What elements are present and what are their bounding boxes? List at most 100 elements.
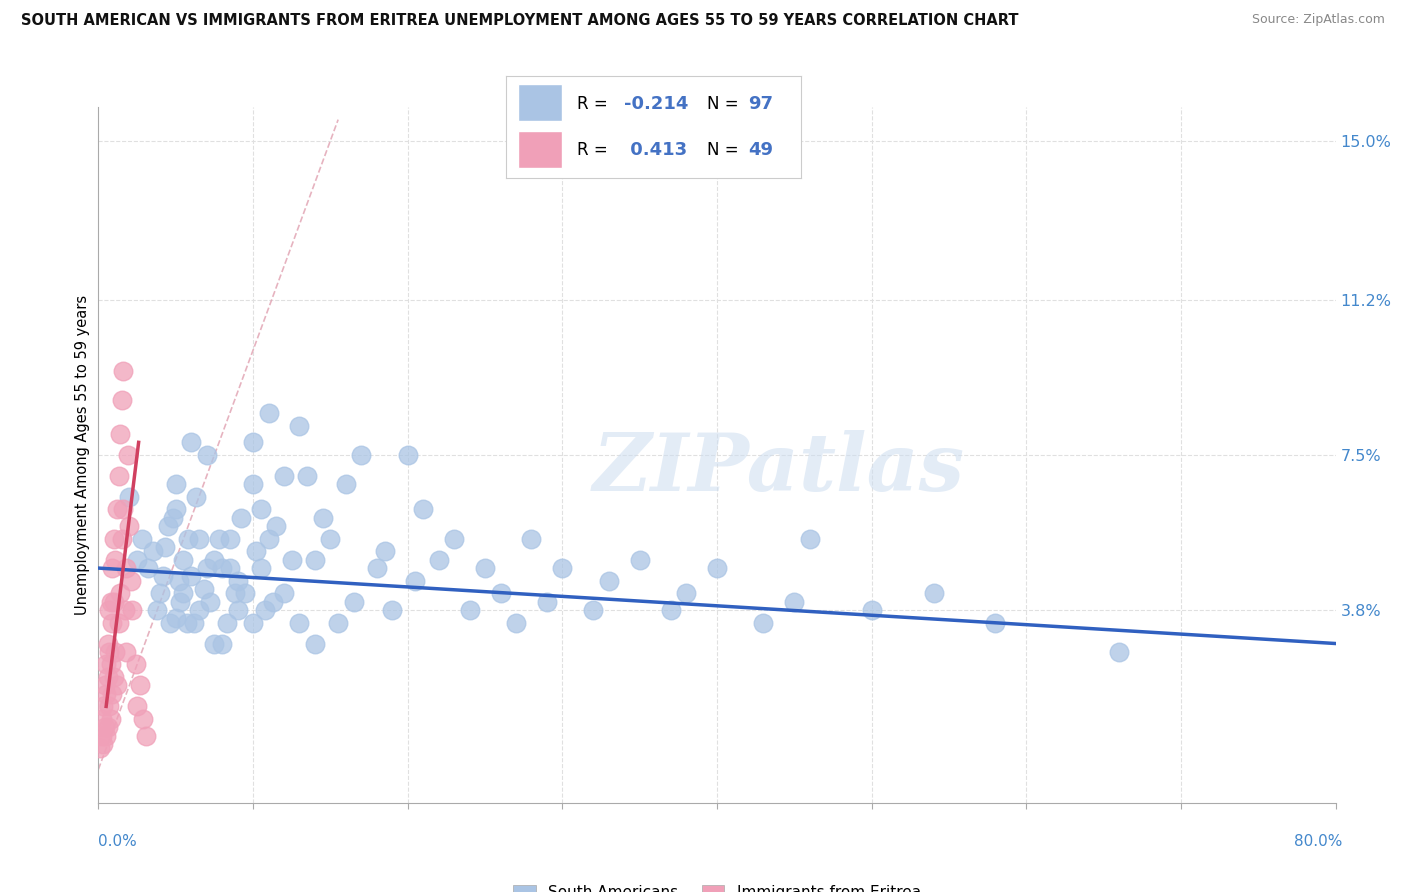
Point xyxy=(97,670,120,684)
Point xyxy=(118,519,141,533)
Point xyxy=(173,586,195,600)
Point xyxy=(204,636,226,650)
Point xyxy=(312,510,335,524)
Point xyxy=(107,615,129,630)
Point xyxy=(93,720,115,734)
Point xyxy=(127,552,149,566)
Point xyxy=(799,532,821,546)
Point xyxy=(180,435,202,450)
Point xyxy=(536,594,558,608)
Point xyxy=(226,574,249,588)
Point xyxy=(91,699,114,714)
Point xyxy=(184,490,207,504)
Point xyxy=(177,532,200,546)
Point xyxy=(405,574,427,588)
Point xyxy=(188,603,211,617)
Point xyxy=(165,477,187,491)
Point xyxy=(273,468,295,483)
Text: Source: ZipAtlas.com: Source: ZipAtlas.com xyxy=(1251,13,1385,27)
Point xyxy=(101,615,124,630)
Point xyxy=(103,532,125,546)
Point xyxy=(103,670,125,684)
Point xyxy=(288,418,311,433)
Point xyxy=(167,574,190,588)
Point xyxy=(180,569,202,583)
Point xyxy=(752,615,775,630)
Point xyxy=(254,603,277,617)
Point xyxy=(304,636,326,650)
Point xyxy=(242,435,264,450)
Point xyxy=(195,561,218,575)
Point xyxy=(112,502,135,516)
Point xyxy=(129,678,152,692)
Point xyxy=(176,615,198,630)
Point xyxy=(173,552,195,566)
Point xyxy=(297,468,319,483)
Text: 80.0%: 80.0% xyxy=(1295,834,1343,849)
Text: 49: 49 xyxy=(748,141,773,159)
Bar xyxy=(517,84,562,121)
Point xyxy=(381,603,404,617)
Point xyxy=(183,615,205,630)
Point xyxy=(96,729,118,743)
Point xyxy=(659,603,682,617)
Point xyxy=(97,720,120,734)
Point xyxy=(103,594,125,608)
Point xyxy=(131,532,153,546)
Text: -0.214: -0.214 xyxy=(624,95,689,112)
Point xyxy=(257,532,280,546)
Point xyxy=(157,519,180,533)
Point xyxy=(474,561,496,575)
Point xyxy=(96,657,118,672)
Point xyxy=(706,561,728,575)
Point xyxy=(91,737,114,751)
Text: SOUTH AMERICAN VS IMMIGRANTS FROM ERITREA UNEMPLOYMENT AMONG AGES 55 TO 59 YEARS: SOUTH AMERICAN VS IMMIGRANTS FROM ERITRE… xyxy=(21,13,1018,29)
Point xyxy=(100,594,122,608)
Text: N =: N = xyxy=(707,95,744,112)
Point xyxy=(112,364,135,378)
Point xyxy=(114,603,136,617)
Point xyxy=(242,615,264,630)
Point xyxy=(257,406,280,420)
Point xyxy=(396,448,419,462)
Point xyxy=(226,603,249,617)
Point xyxy=(783,594,806,608)
Point xyxy=(104,645,127,659)
Point xyxy=(188,532,211,546)
Point xyxy=(162,510,184,524)
Point xyxy=(211,636,233,650)
Point xyxy=(97,636,120,650)
Point xyxy=(458,603,481,617)
Point xyxy=(242,477,264,491)
Point xyxy=(104,552,127,566)
Point xyxy=(198,594,221,608)
Point xyxy=(98,603,121,617)
Point xyxy=(108,427,131,442)
Point xyxy=(245,544,267,558)
Point xyxy=(101,687,124,701)
Point xyxy=(127,699,149,714)
Point xyxy=(93,678,115,692)
Text: R =: R = xyxy=(576,95,613,112)
Point xyxy=(165,502,187,516)
Point xyxy=(204,552,226,566)
Point xyxy=(135,729,157,743)
Point xyxy=(169,594,191,608)
Point xyxy=(343,594,366,608)
Point xyxy=(374,544,396,558)
Point xyxy=(146,603,169,617)
Point xyxy=(288,615,311,630)
Point xyxy=(107,468,129,483)
Point xyxy=(108,586,131,600)
Point xyxy=(89,741,111,756)
Point xyxy=(262,594,284,608)
Point xyxy=(111,532,134,546)
Point xyxy=(101,561,124,575)
Point xyxy=(211,561,233,575)
Point xyxy=(551,561,574,575)
Point xyxy=(100,712,122,726)
Point xyxy=(489,586,512,600)
Point xyxy=(152,569,174,583)
Point xyxy=(427,552,450,566)
Point xyxy=(208,532,231,546)
